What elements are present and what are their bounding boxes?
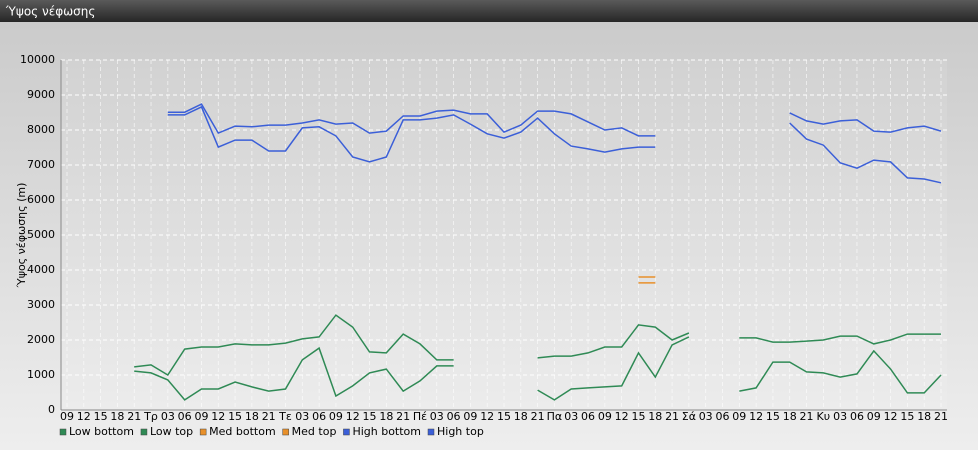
x-tick-label: 03 — [699, 410, 713, 423]
y-tick-label: 0 — [48, 403, 55, 416]
series-line — [134, 314, 941, 377]
x-tick-label: 15 — [228, 410, 242, 423]
x-tick-label: 03 — [161, 410, 175, 423]
x-tick-label: 12 — [480, 410, 494, 423]
x-tick-label: 18 — [110, 410, 124, 423]
x-tick-label: Τρ — [143, 410, 158, 423]
x-tick-label: 09 — [60, 410, 74, 423]
x-tick-label: 15 — [900, 410, 914, 423]
x-tick-label: 12 — [77, 410, 91, 423]
x-tick-label: 09 — [598, 410, 612, 423]
legend-label: Low top — [150, 425, 193, 438]
x-tick-label: 09 — [463, 410, 477, 423]
x-tick-label: 15 — [497, 410, 511, 423]
legend-label: Med top — [292, 425, 337, 438]
x-tick-label: Κυ — [817, 410, 831, 423]
x-tick-label: 06 — [716, 410, 730, 423]
x-tick-label: Πα — [547, 410, 563, 423]
x-tick-label: 15 — [94, 410, 108, 423]
x-tick-label: 06 — [178, 410, 192, 423]
series-line — [134, 336, 942, 401]
x-tick-label: 12 — [615, 410, 629, 423]
x-tick-label: 18 — [379, 410, 393, 423]
x-tick-label: 06 — [447, 410, 461, 423]
x-tick-label: 12 — [346, 410, 360, 423]
x-tick-label: 03 — [564, 410, 578, 423]
x-tick-label: 18 — [514, 410, 528, 423]
x-tick-label: 03 — [430, 410, 444, 423]
y-tick-label: 4000 — [27, 263, 55, 276]
legend-swatch — [199, 428, 207, 436]
header-bar — [0, 0, 978, 22]
x-tick-label: 21 — [262, 410, 276, 423]
x-tick-label: 09 — [194, 410, 208, 423]
x-tick-label: 15 — [631, 410, 645, 423]
x-tick-label: 06 — [581, 410, 595, 423]
legend-label: High bottom — [352, 425, 421, 438]
x-tick-label: Σά — [682, 410, 696, 423]
x-tick-label: 21 — [127, 410, 141, 423]
legend-label: High top — [437, 425, 484, 438]
legend-swatch — [140, 428, 148, 436]
legend-swatch — [427, 428, 435, 436]
y-axis-label: Ύψος νέφωσης (m) — [15, 183, 28, 289]
y-tick-label: 2000 — [27, 333, 55, 346]
x-tick-label: 21 — [934, 410, 948, 423]
x-tick-label: 12 — [884, 410, 898, 423]
x-tick-label: Πέ — [413, 410, 427, 423]
x-tick-label: 21 — [800, 410, 814, 423]
x-tick-label: 09 — [732, 410, 746, 423]
x-tick-label: 21 — [396, 410, 410, 423]
x-tick-label: 18 — [917, 410, 931, 423]
y-tick-label: 6000 — [27, 193, 55, 206]
x-tick-label: 12 — [211, 410, 225, 423]
x-tick-label: 03 — [833, 410, 847, 423]
header-title: Ύψος νέφωσης — [5, 5, 95, 19]
x-tick-label: 21 — [665, 410, 679, 423]
legend-swatch — [282, 428, 289, 436]
x-tick-label: 15 — [363, 410, 377, 423]
x-tick-label: 03 — [295, 410, 309, 423]
x-tick-label: 18 — [648, 410, 662, 423]
legend-swatch — [59, 428, 67, 436]
x-tick-label: 21 — [531, 410, 545, 423]
series-line — [167, 105, 942, 184]
x-tick-label: 09 — [867, 410, 881, 423]
y-tick-label: 8000 — [27, 123, 55, 136]
x-tick-label: 12 — [749, 410, 763, 423]
legend-swatch — [343, 428, 350, 436]
x-tick-label: 15 — [766, 410, 780, 423]
y-tick-label: 1000 — [27, 368, 55, 381]
x-tick-label: 18 — [245, 410, 259, 423]
series-line — [167, 103, 942, 137]
y-tick-label: 9000 — [27, 88, 55, 101]
y-tick-label: 3000 — [27, 298, 55, 311]
y-tick-label: 7000 — [27, 158, 55, 171]
y-tick-label: 5000 — [27, 228, 55, 241]
x-tick-label: 06 — [850, 410, 864, 423]
x-tick-label: Τε — [278, 410, 292, 423]
x-tick-label: 09 — [329, 410, 343, 423]
y-tick-label: 10000 — [20, 53, 55, 66]
legend-label: Low bottom — [69, 425, 134, 438]
legend-label: Med bottom — [209, 425, 276, 438]
x-tick-label: 18 — [783, 410, 797, 423]
x-tick-label: 06 — [312, 410, 326, 423]
